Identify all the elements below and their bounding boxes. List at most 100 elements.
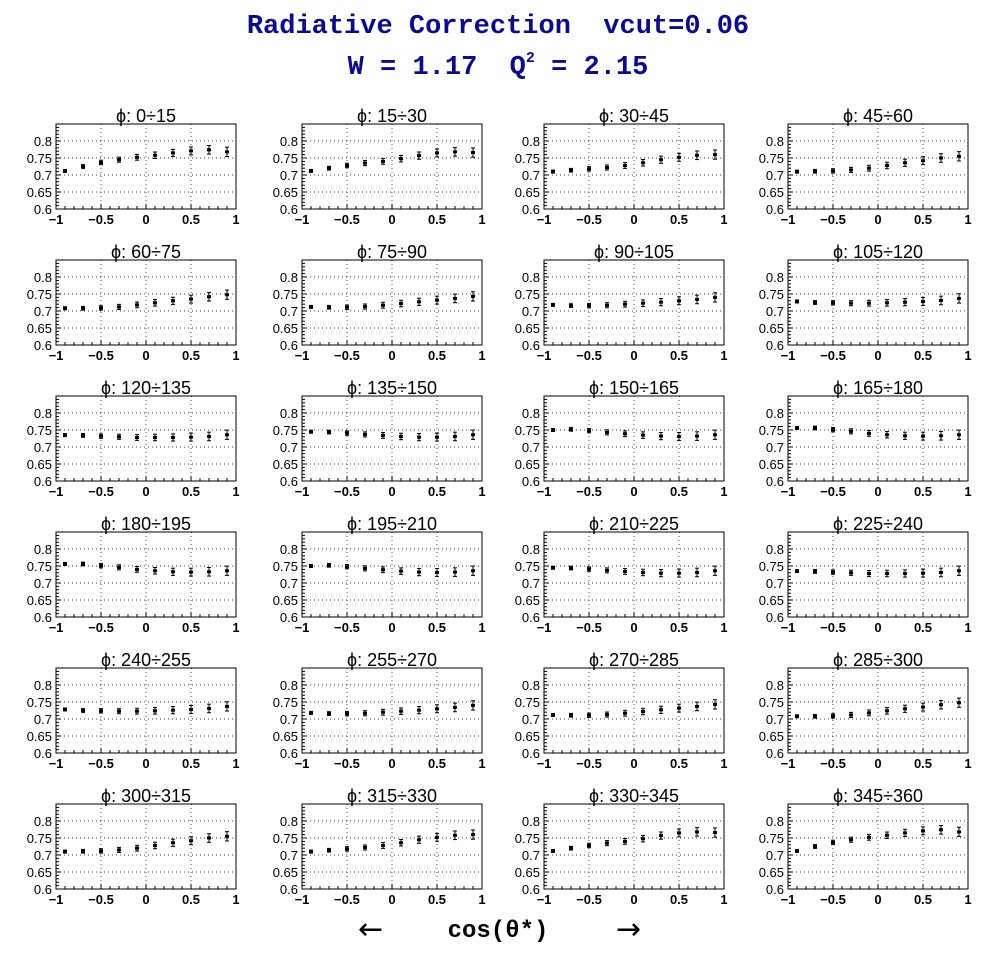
- data-point: [153, 569, 157, 573]
- data-point: [831, 169, 835, 173]
- data-point: [399, 841, 403, 845]
- data-point: [435, 298, 439, 302]
- data-point: [345, 847, 349, 851]
- x-tick-label: 0: [142, 484, 149, 499]
- data-point: [939, 434, 943, 438]
- x-tick-label: 0: [388, 348, 395, 363]
- y-tick-label: 0.7: [522, 848, 540, 863]
- data-point: [713, 702, 717, 706]
- data-point: [867, 711, 871, 715]
- data-point: [471, 833, 475, 837]
- data-point: [345, 305, 349, 309]
- data-point: [831, 840, 835, 844]
- panel-frame: [543, 259, 725, 346]
- data-point: [641, 301, 645, 305]
- data-point: [867, 835, 871, 839]
- y-tick-label: 0.75: [27, 151, 52, 166]
- data-point: [795, 569, 799, 573]
- panel-title: ϕ: 240÷255: [101, 650, 191, 670]
- data-point: [713, 569, 717, 573]
- data-point: [623, 839, 627, 843]
- y-tick-label: 0.7: [280, 168, 298, 183]
- panel-frame: [543, 667, 725, 754]
- x-tick-label: 0: [630, 892, 637, 907]
- data-point: [417, 570, 421, 574]
- data-point: [189, 707, 193, 711]
- data-point: [677, 434, 681, 438]
- panel-frame: [55, 395, 237, 482]
- x-tick-label: −1: [49, 620, 64, 635]
- data-point: [99, 306, 103, 310]
- y-tick-label: 0.6: [766, 202, 784, 217]
- data-point: [885, 709, 889, 713]
- y-tick-label: 0.6: [280, 202, 298, 217]
- data-point: [695, 830, 699, 834]
- y-tick-label: 0.6: [280, 610, 298, 625]
- data-point: [605, 303, 609, 307]
- data-point: [885, 433, 889, 437]
- data-point: [867, 571, 871, 575]
- x-tick-label: −1: [537, 212, 552, 227]
- y-tick-label: 0.65: [273, 457, 298, 472]
- y-tick-label: 0.7: [280, 576, 298, 591]
- data-point: [957, 830, 961, 834]
- data-point: [207, 836, 211, 840]
- data-point: [81, 433, 85, 437]
- y-tick-label: 0.75: [515, 423, 540, 438]
- panel-title: ϕ: 30÷45: [599, 106, 669, 126]
- x-tick-label: 0: [388, 892, 395, 907]
- x-tick-label: −0.5: [576, 212, 602, 227]
- x-tick-label: 1: [232, 620, 239, 635]
- x-tick-label: 0.5: [914, 620, 932, 635]
- data-point: [605, 430, 609, 434]
- panel-title: ϕ: 225÷240: [833, 514, 923, 534]
- data-point: [135, 303, 139, 307]
- y-tick-label: 0.6: [522, 610, 540, 625]
- data-point: [713, 433, 717, 437]
- data-point: [435, 835, 439, 839]
- data-point: [695, 570, 699, 574]
- data-point: [189, 149, 193, 153]
- y-tick-label: 0.6: [280, 338, 298, 353]
- data-point: [795, 714, 799, 718]
- data-point: [117, 848, 121, 852]
- x-tick-label: 0.5: [670, 348, 688, 363]
- x-tick-label: 0: [142, 892, 149, 907]
- data-point: [849, 838, 853, 842]
- x-tick-label: 0.5: [670, 756, 688, 771]
- y-tick-label: 0.6: [766, 474, 784, 489]
- panel-title: ϕ: 345÷360: [833, 786, 923, 806]
- x-tick-label: 1: [720, 484, 727, 499]
- data-point: [435, 151, 439, 155]
- data-point: [885, 833, 889, 837]
- x-axis-label: cos(θ*): [447, 918, 549, 945]
- y-tick-label: 0.75: [273, 695, 298, 710]
- data-point: [903, 707, 907, 711]
- data-point: [695, 297, 699, 301]
- data-point: [623, 569, 627, 573]
- data-point: [81, 306, 85, 310]
- x-tick-label: 0.5: [428, 348, 446, 363]
- data-point: [677, 571, 681, 575]
- x-tick-label: 0.5: [428, 620, 446, 635]
- data-point: [831, 570, 835, 574]
- data-point: [345, 712, 349, 716]
- data-point: [117, 158, 121, 162]
- data-point: [885, 301, 889, 305]
- data-point: [327, 563, 331, 567]
- data-point: [659, 571, 663, 575]
- x-tick-label: 0: [874, 620, 881, 635]
- data-point: [189, 435, 193, 439]
- panel-title: ϕ: 300÷315: [101, 786, 191, 806]
- figure-subtitle: W = 1.17 Q2 = 2.15: [0, 50, 996, 83]
- data-point: [81, 562, 85, 566]
- x-tick-label: 0.5: [182, 212, 200, 227]
- data-point: [399, 709, 403, 713]
- data-point: [309, 169, 313, 173]
- subtitle-prefix: W = 1.17 Q: [347, 53, 526, 83]
- data-point: [225, 834, 229, 838]
- data-point: [795, 299, 799, 303]
- x-tick-label: 0.5: [182, 620, 200, 635]
- data-point: [225, 433, 229, 437]
- panel-title: ϕ: 330÷345: [589, 786, 679, 806]
